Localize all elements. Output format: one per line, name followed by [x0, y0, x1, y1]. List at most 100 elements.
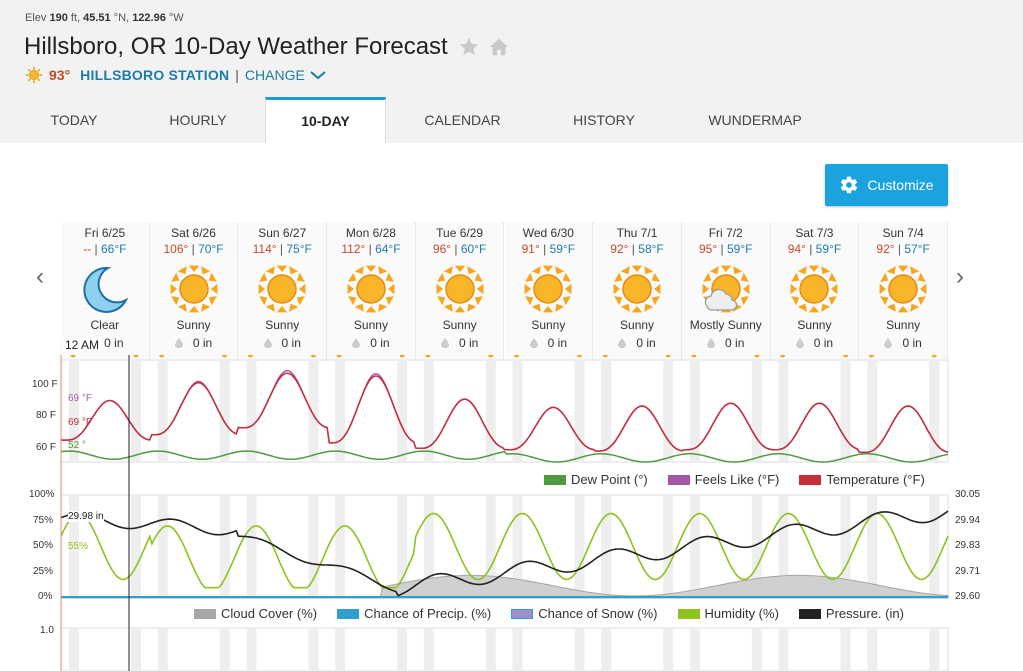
night-band [335, 628, 346, 671]
night-band [485, 628, 496, 671]
day-label: Fri 6/25 [84, 226, 126, 240]
tab-hourly[interactable]: HOURLY [169, 112, 227, 128]
precip-value: 0 in [104, 336, 124, 350]
pressure-y-tick: 29.94 [955, 515, 981, 526]
sunrise-dot [70, 355, 76, 358]
night-band [397, 495, 408, 598]
legend-chance-precip[interactable]: Chance of Precip. (%) [337, 606, 491, 621]
hi-lo-separator: | [368, 242, 372, 256]
legend-humidity[interactable]: Humidity (%) [677, 606, 779, 621]
day-column[interactable]: Sun 7/4 92° | 57°F Sunny 0 in [859, 222, 948, 359]
night-band [867, 495, 878, 598]
raindrop-icon [352, 338, 361, 348]
condition-text: Sunny [531, 318, 566, 332]
customize-button[interactable]: Customize [825, 164, 948, 206]
prev-arrow-icon[interactable]: ‹ [36, 263, 44, 290]
hi-lo-temp: -- | 66°F [61, 242, 149, 256]
raindrop-icon [529, 338, 538, 348]
legend-cloud-cover[interactable]: Cloud Cover (%) [194, 606, 317, 621]
tab-bar: TODAY HOURLY 10-DAY CALENDAR HISTORY WUN… [0, 97, 1023, 143]
day-column[interactable]: Wed 6/30 91° | 59°F Sunny 0 in [504, 222, 594, 359]
precip-value: 0 in [281, 336, 301, 350]
condition-text: Sunny [620, 318, 655, 332]
tab-wundermap[interactable]: WUNDERMAP [708, 112, 802, 128]
pressure-y-tick: 29.60 [955, 591, 981, 602]
day-column[interactable]: Mon 6/28 112° | 64°F Sunny 0 in [327, 222, 416, 359]
raindrop-icon [707, 338, 716, 348]
night-band [69, 495, 79, 598]
precip-value: 0 in [636, 336, 656, 350]
legend-feels-like[interactable]: Feels Like (°F) [667, 472, 779, 487]
favorite-star-icon[interactable] [458, 36, 480, 58]
sunrise-dot [868, 355, 874, 358]
change-station-button[interactable]: CHANGE [245, 67, 327, 83]
day-column[interactable]: Sat 6/26 106° | 70°F Sunny 0 in [149, 222, 239, 359]
humidity-y-tick: 25% [33, 566, 54, 577]
low-temp: 66°F [101, 242, 127, 256]
tab-today[interactable]: TODAY [50, 112, 98, 128]
night-band [335, 360, 346, 462]
condition-text: Sunny [265, 318, 300, 332]
day-forecast-strip: Fri 6/25 -- | 66°F Clear 0 in Sat 6/26 1… [61, 222, 948, 359]
tab-calendar[interactable]: CALENDAR [424, 112, 501, 128]
hi-lo-temp: 92° | 58°F [593, 242, 681, 256]
night-band [69, 360, 79, 462]
humidity-y-tick: 50% [33, 540, 54, 551]
lat-value: 45.51 [83, 12, 111, 24]
hi-lo-separator: | [720, 242, 724, 256]
day-column[interactable]: Fri 6/25 -- | 66°F Clear 0 in [61, 222, 150, 359]
legend-pressure[interactable]: Pressure. (in) [798, 606, 904, 621]
day-column[interactable]: Fri 7/2 95° | 59°F Mostly Sunny 0 in [681, 222, 771, 359]
hi-lo-separator: | [454, 242, 458, 256]
condition-text: Mostly Sunny [689, 318, 762, 332]
hi-lo-temp: 95° | 59°F [682, 242, 770, 256]
low-temp: 64°F [375, 242, 401, 256]
sunrise-dot [159, 355, 165, 358]
home-icon[interactable] [488, 36, 510, 58]
night-band [778, 628, 789, 671]
low-temp: 57°F [904, 242, 930, 256]
night-band [512, 628, 523, 671]
precip-amount: 0 in [505, 336, 593, 350]
day-column[interactable]: Sun 6/27 114° | 75°F Sunny 0 in [238, 222, 328, 359]
hi-lo-separator: | [279, 242, 284, 256]
raindrop-icon [440, 338, 449, 348]
time-marker-label: 12 AM [63, 338, 102, 352]
hi-lo-separator: | [191, 242, 195, 256]
night-band [867, 628, 878, 671]
next-arrow-icon[interactable]: › [956, 263, 964, 290]
night-band [397, 628, 408, 671]
sun-icon [258, 265, 306, 313]
night-band [69, 628, 79, 671]
condition-text: Clear [90, 318, 120, 332]
station-link[interactable]: HILLSBORO STATION [80, 67, 230, 83]
tab-history[interactable]: HISTORY [573, 112, 635, 128]
night-band [601, 360, 612, 462]
chart-panel [60, 627, 949, 671]
sunset-dot [310, 355, 316, 358]
pressure-annotation: 29.98 in [68, 511, 104, 522]
legend-chance-snow[interactable]: Chance of Snow (%) [511, 606, 658, 621]
hi-lo-temp: 112° | 64°F [327, 242, 415, 256]
high-temp: 92° [876, 242, 895, 256]
tab-10-day[interactable]: 10-DAY [265, 97, 386, 143]
precip-amount: 0 in [238, 336, 326, 350]
day-column[interactable]: Tue 6/29 96° | 60°F Sunny 0 in [415, 222, 505, 359]
night-band [219, 495, 230, 598]
header: Elev 190 ft, 45.51 °N, 122.96 °W Hillsbo… [0, 0, 1023, 143]
partly-sunny-icon [702, 265, 750, 313]
legend-temperature[interactable]: Temperature (°F) [799, 472, 925, 487]
high-temp: 92° [610, 242, 629, 256]
sun-icon [879, 265, 927, 313]
hi-lo-temp: 106° | 70°F [150, 242, 238, 256]
sun-icon [170, 265, 217, 313]
legend-dew-point[interactable]: Dew Point (°) [544, 472, 648, 487]
humidity-y-tick: 0% [38, 591, 53, 602]
day-column[interactable]: Sat 7/3 94° | 59°F Sunny 0 in [770, 222, 860, 359]
sun-icon [791, 265, 838, 313]
day-column[interactable]: Thu 7/1 92° | 58°F Sunny 0 in [593, 222, 682, 359]
condition-text: Sunny [176, 318, 211, 332]
sunset-dot [133, 355, 139, 358]
sunrise-dot [336, 355, 342, 358]
night-band [423, 628, 434, 671]
